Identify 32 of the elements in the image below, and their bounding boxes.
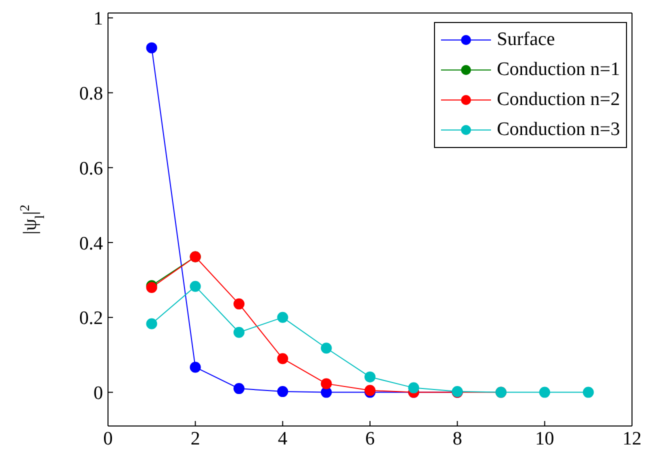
point xyxy=(582,386,594,398)
point xyxy=(146,318,158,330)
point xyxy=(190,280,201,292)
point xyxy=(146,42,158,54)
y-tick-label: 0.2 xyxy=(79,308,103,330)
point xyxy=(320,342,332,354)
x-tick-label: 10 xyxy=(535,428,554,450)
x-tick-label: 12 xyxy=(622,428,642,450)
point xyxy=(190,362,201,373)
legend-label: Conduction n=1 xyxy=(496,59,620,81)
y-tick-label: 1 xyxy=(94,8,103,30)
point xyxy=(320,378,332,390)
point xyxy=(364,371,376,382)
y-tick-label: 0.6 xyxy=(79,158,103,180)
y-tick-label: 0 xyxy=(94,383,103,404)
point xyxy=(277,312,288,323)
legend-label: Conduction n=3 xyxy=(496,119,620,141)
x-tick-label: 6 xyxy=(365,428,375,450)
point xyxy=(234,298,244,310)
point xyxy=(277,353,288,364)
point xyxy=(234,383,244,394)
point xyxy=(277,386,288,398)
point xyxy=(539,386,550,398)
legend-label: Surface xyxy=(496,29,555,51)
y-tick-label: 0.4 xyxy=(79,233,104,254)
point xyxy=(234,326,244,338)
x-tick-label: 8 xyxy=(452,428,462,450)
legend-label: Conduction n=2 xyxy=(496,89,620,111)
point xyxy=(408,382,420,394)
x-tick-label: 2 xyxy=(190,428,200,450)
y-tick-label: 0.8 xyxy=(79,84,103,104)
x-tick-label: 4 xyxy=(278,428,288,450)
